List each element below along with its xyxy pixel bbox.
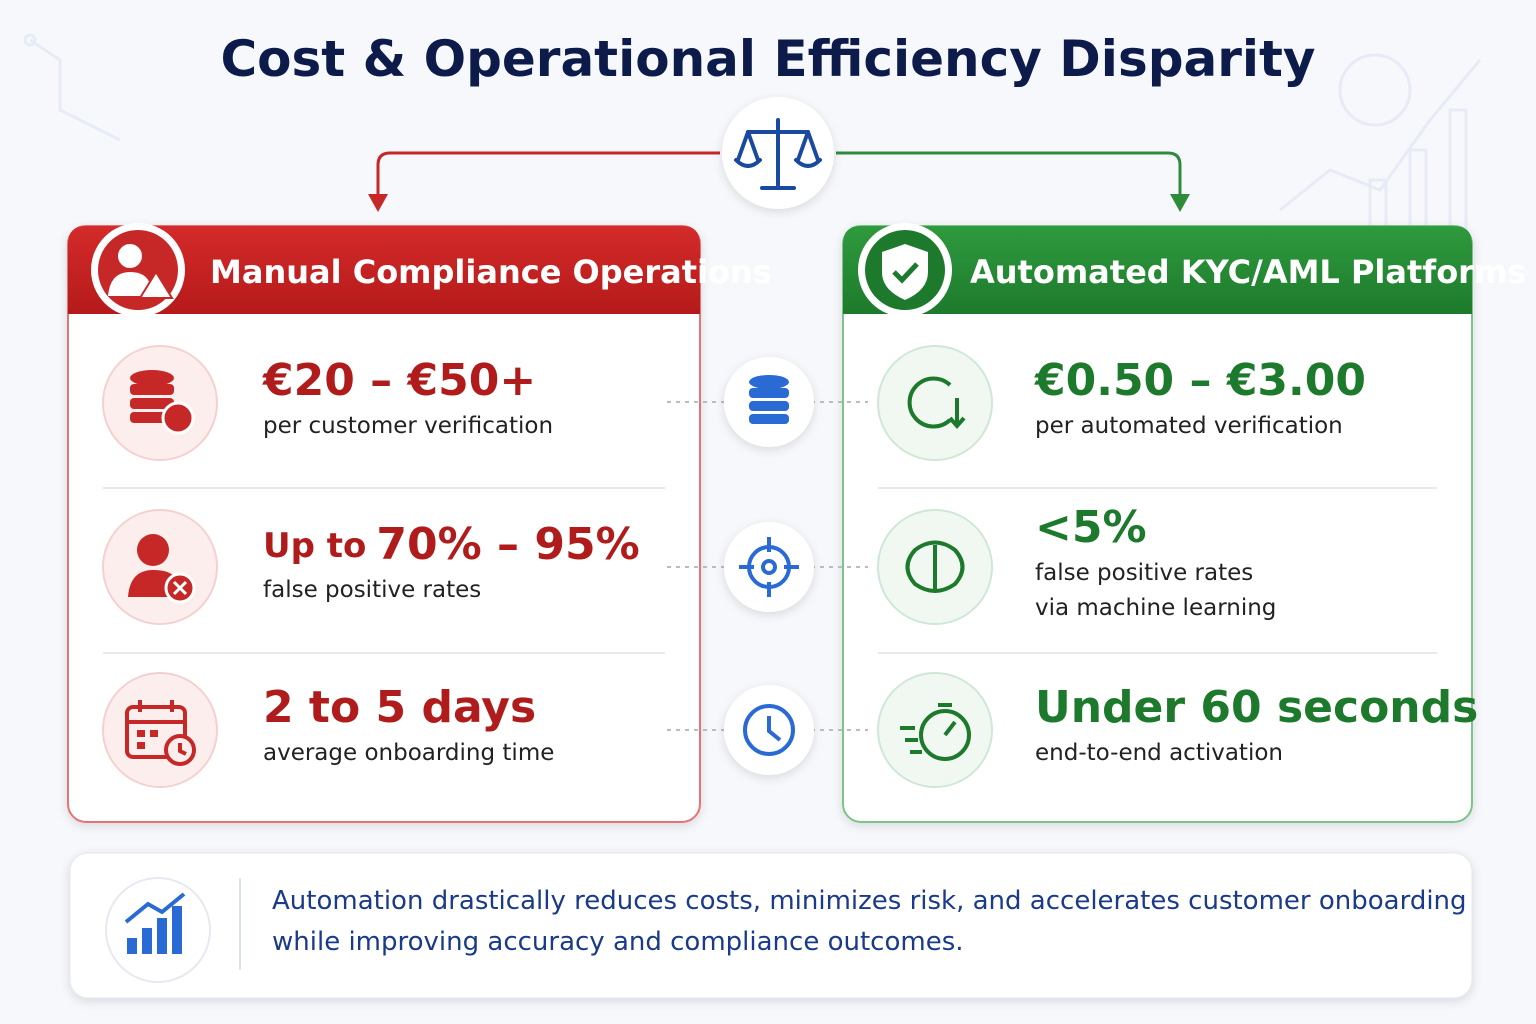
description: end-to-end activation	[1035, 740, 1283, 766]
footer-line: while improving accuracy and compliance …	[272, 927, 964, 957]
description: false positive rates	[1035, 560, 1254, 586]
footer-line: Automation drastically reduces costs, mi…	[272, 886, 1467, 916]
value: <5%	[1035, 502, 1147, 553]
description: average onboarding time	[263, 740, 555, 766]
value: €20 – €50+	[263, 355, 537, 406]
description: via machine learning	[1035, 595, 1277, 621]
title: Cost & Operational Efficiency Disparity	[220, 30, 1316, 88]
description: false positive rates	[263, 577, 482, 603]
panel-heading: Manual Compliance Operations	[210, 253, 772, 291]
description: per customer verification	[263, 413, 554, 439]
panel-heading: Automated KYC/AML Platforms	[970, 253, 1527, 291]
value: 70% – 95%	[376, 519, 640, 570]
value: Under 60 seconds	[1035, 682, 1479, 733]
value: 2 to 5 days	[263, 682, 537, 733]
value: €0.50 – €3.00	[1035, 355, 1366, 406]
value-prefix: Up to	[263, 526, 367, 566]
description: per automated verification	[1035, 413, 1343, 439]
